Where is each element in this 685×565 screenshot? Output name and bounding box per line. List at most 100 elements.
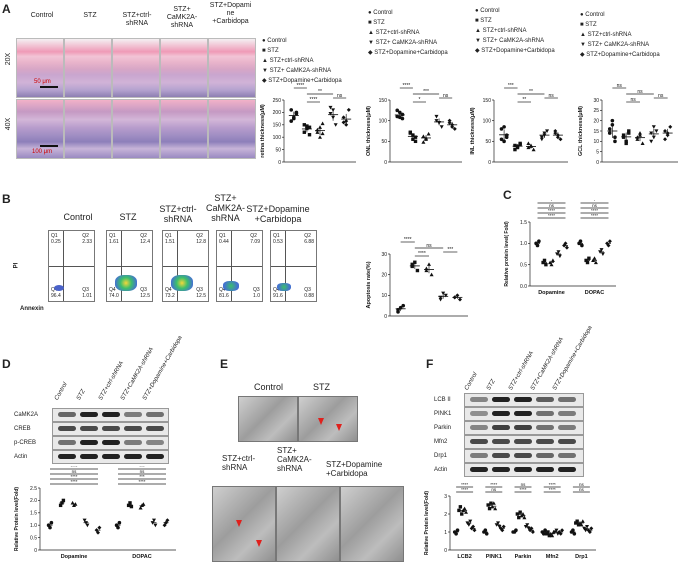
panel-label-b: B bbox=[2, 192, 11, 206]
facs-stz: Q1 1.61 Q2 12.4 Q4 74.0 Q3 12.5 bbox=[106, 230, 153, 302]
category-label: Mfn2 bbox=[546, 554, 559, 560]
significance-label: ** bbox=[318, 89, 322, 95]
data-point bbox=[413, 260, 417, 264]
data-point bbox=[497, 525, 502, 529]
histo-20x-stz bbox=[64, 38, 112, 98]
data-point bbox=[346, 107, 351, 112]
significance-label: ns bbox=[579, 482, 585, 487]
e-label-stz: STZ bbox=[313, 382, 330, 392]
data-point bbox=[598, 250, 603, 254]
data-point bbox=[572, 532, 577, 536]
y-tick-label: 20 bbox=[381, 272, 387, 278]
y-tick-label: 1.0 bbox=[520, 241, 527, 247]
histo-40x-dopa bbox=[208, 99, 256, 159]
category-label: LCB2 bbox=[457, 554, 471, 560]
data-point bbox=[153, 523, 158, 528]
scale-bar-bottom bbox=[40, 145, 58, 147]
scale-label-top: 50 μm bbox=[34, 79, 51, 85]
significance-label: ns bbox=[426, 243, 432, 249]
data-point bbox=[585, 260, 590, 265]
histo-20x-ctrl bbox=[112, 38, 160, 98]
data-point bbox=[454, 532, 458, 536]
d-blot-label-pcreb: p-CREB bbox=[14, 440, 37, 446]
facs-control: Q1 0.25 Q2 2.33 Q4 96.4 Q3 1.01 bbox=[48, 230, 95, 302]
data-point bbox=[531, 147, 536, 152]
significance-label: ns bbox=[617, 83, 623, 89]
significance-label: **** bbox=[404, 237, 412, 243]
data-point bbox=[550, 258, 555, 262]
data-point bbox=[522, 515, 527, 520]
data-point bbox=[489, 501, 493, 505]
data-point bbox=[499, 137, 504, 142]
data-point bbox=[517, 515, 521, 520]
data-point bbox=[621, 135, 626, 139]
y-axis-label: Apoptosis rate(%) bbox=[366, 261, 372, 308]
data-point bbox=[401, 303, 406, 308]
y-tick-label: 30 bbox=[381, 252, 387, 258]
y-tick-label: 1 bbox=[444, 530, 447, 536]
y-tick-label: 0 bbox=[34, 548, 37, 554]
data-point bbox=[439, 125, 444, 129]
data-point bbox=[468, 519, 473, 524]
data-point bbox=[529, 526, 534, 531]
em-ctrl-shrna bbox=[212, 486, 276, 562]
data-point bbox=[513, 143, 517, 148]
significance-label: **** bbox=[519, 487, 526, 492]
significance-label: ns bbox=[521, 482, 527, 487]
data-point bbox=[556, 250, 561, 254]
data-point bbox=[486, 503, 490, 507]
data-point bbox=[600, 252, 605, 256]
data-point bbox=[305, 126, 309, 131]
y-tick-label: 2 bbox=[444, 512, 447, 518]
data-point bbox=[328, 112, 333, 116]
data-point bbox=[289, 119, 294, 123]
data-point bbox=[638, 131, 642, 135]
data-point bbox=[548, 260, 553, 265]
data-point bbox=[128, 501, 132, 505]
significance-label: ns bbox=[491, 487, 497, 492]
data-point bbox=[490, 504, 495, 509]
significance-label: *** bbox=[139, 474, 145, 479]
significance-label: **** bbox=[591, 208, 598, 213]
data-point bbox=[413, 139, 418, 144]
data-point bbox=[307, 133, 312, 137]
data-point bbox=[539, 135, 544, 140]
significance-label: ns bbox=[337, 93, 343, 99]
data-point bbox=[333, 123, 338, 127]
data-point bbox=[649, 131, 654, 136]
y-tick-label: 20 bbox=[593, 118, 599, 124]
data-point bbox=[70, 500, 75, 505]
data-point bbox=[526, 145, 531, 150]
data-point bbox=[542, 133, 547, 138]
y-axis-label: retina thickness(μM) bbox=[260, 104, 266, 158]
y-tick-label: 1.0 bbox=[30, 523, 37, 529]
data-point bbox=[302, 130, 307, 134]
data-point bbox=[502, 125, 506, 129]
data-point bbox=[515, 144, 520, 148]
d-blot-label-camk2a: CaMK2A bbox=[14, 412, 39, 418]
em-arrow-1 bbox=[318, 418, 324, 425]
data-point bbox=[610, 118, 615, 123]
significance-label: **** bbox=[549, 482, 556, 487]
data-point bbox=[447, 118, 452, 123]
legend-a3: ● Control ■ STZ ▲ STZ+ctrl-shRNA ▼ STZ+ … bbox=[475, 8, 555, 54]
a-row-20x: 20X bbox=[5, 52, 13, 66]
y-tick-label: 150 bbox=[273, 123, 282, 129]
em-dopamine-carbidopa bbox=[340, 486, 404, 562]
data-point bbox=[318, 125, 322, 129]
data-point bbox=[318, 135, 322, 139]
data-point bbox=[438, 297, 443, 302]
data-point bbox=[587, 256, 591, 260]
f-blot-label-lcb2: LCB II bbox=[434, 397, 451, 403]
significance-label: **** bbox=[70, 474, 77, 479]
data-point bbox=[557, 254, 562, 259]
histo-20x-control bbox=[16, 38, 64, 98]
data-point bbox=[526, 526, 531, 531]
e-label-control: Control bbox=[254, 382, 284, 392]
significance-label: *** bbox=[139, 466, 145, 469]
data-point bbox=[424, 266, 429, 271]
